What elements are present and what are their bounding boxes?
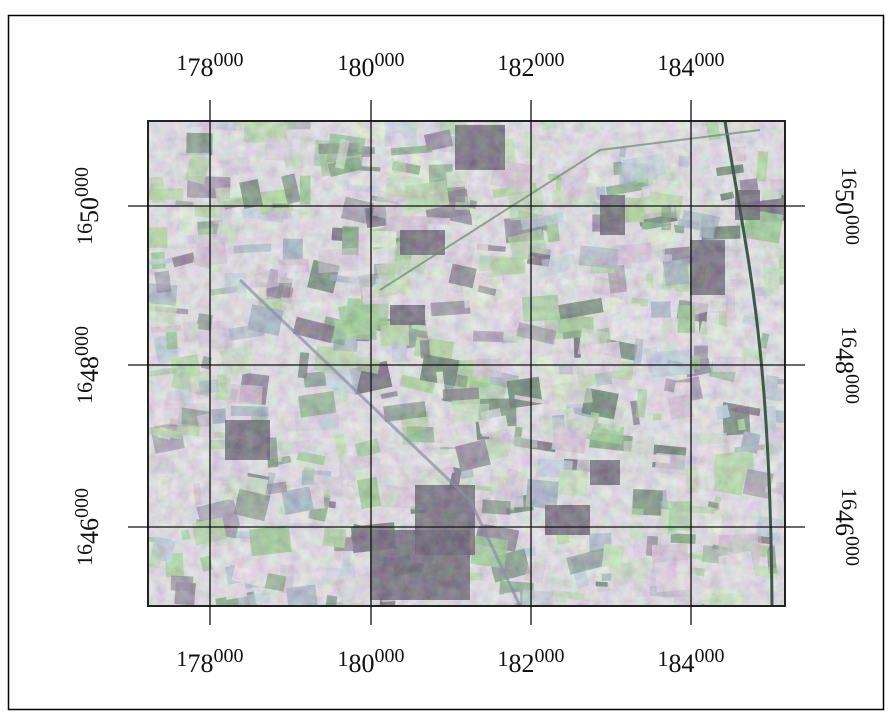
label-prefix: 1	[338, 50, 349, 75]
label-suffix: 000	[841, 374, 863, 404]
map-figure: 1780001780001800001800001820001820001840…	[0, 0, 892, 718]
label-prefix: 1	[338, 646, 349, 671]
image-patch	[787, 353, 816, 368]
label-suffix: 000	[71, 488, 93, 518]
image-patch	[611, 643, 624, 658]
label-main: 80	[349, 649, 375, 678]
label-prefix: 1	[658, 50, 669, 75]
label-main: 50	[75, 197, 104, 223]
image-patch	[92, 482, 120, 514]
coordinate-label: 1650000	[830, 167, 863, 245]
label-prefix: 16	[72, 382, 97, 404]
label-suffix: 000	[841, 215, 863, 245]
label-prefix: 1	[498, 50, 509, 75]
label-prefix: 1	[498, 646, 509, 671]
label-main: 84	[669, 53, 695, 82]
image-patch	[291, 102, 309, 114]
image-patch	[290, 92, 313, 118]
label-suffix: 000	[535, 49, 565, 71]
label-suffix: 000	[695, 645, 725, 667]
coordinate-label: 184000	[658, 49, 725, 82]
image-patch	[280, 75, 295, 95]
label-suffix: 000	[71, 326, 93, 356]
image-patch	[549, 95, 566, 112]
label-prefix: 16	[837, 488, 862, 510]
label-main: 78	[188, 53, 214, 82]
label-prefix: 1	[177, 50, 188, 75]
image-patch	[183, 624, 212, 638]
label-main: 80	[349, 53, 375, 82]
image-patch	[174, 608, 187, 626]
coordinate-label: 1650000	[71, 167, 104, 245]
label-prefix: 1	[658, 646, 669, 671]
label-main: 82	[509, 53, 535, 82]
label-main: 84	[669, 649, 695, 678]
image-texture	[148, 121, 785, 606]
image-patch	[720, 63, 765, 91]
image-patch	[645, 611, 660, 635]
image-patch	[372, 615, 420, 648]
label-prefix: 1	[177, 646, 188, 671]
label-suffix: 000	[841, 536, 863, 566]
label-prefix: 16	[72, 223, 97, 245]
coordinate-label: 1646000	[830, 488, 863, 566]
image-patch	[709, 92, 742, 106]
label-suffix: 000	[71, 167, 93, 197]
image-patch	[484, 611, 500, 627]
label-main: 82	[509, 649, 535, 678]
label-main: 48	[75, 356, 104, 382]
image-patch	[269, 105, 307, 122]
image-patch	[264, 611, 277, 629]
image-patch	[706, 110, 739, 121]
coordinate-label: 180000	[338, 49, 405, 82]
label-prefix: 16	[72, 544, 97, 566]
label-suffix: 000	[375, 645, 405, 667]
image-patch	[804, 470, 821, 489]
label-main: 46	[830, 510, 859, 536]
image-patch	[383, 103, 420, 122]
image-patch	[798, 434, 833, 466]
image-patch	[789, 140, 800, 151]
image-patch	[249, 661, 262, 676]
image-patch	[798, 170, 809, 192]
coordinate-label: 182000	[498, 49, 565, 82]
image-patch	[792, 286, 808, 295]
coordinate-label: 1648000	[830, 326, 863, 404]
image-patch	[106, 234, 133, 264]
label-main: 46	[75, 518, 104, 544]
coordinate-label: 1646000	[71, 488, 104, 566]
image-patch	[786, 432, 828, 455]
image-patch	[584, 640, 619, 668]
image-patch	[635, 622, 663, 644]
image-patch	[427, 612, 464, 647]
label-prefix: 16	[837, 326, 862, 348]
coordinate-label: 180000	[338, 645, 405, 678]
coordinate-label: 178000	[177, 49, 244, 82]
coordinate-label: 178000	[177, 645, 244, 678]
coordinate-label: 184000	[658, 645, 725, 678]
label-suffix: 000	[535, 645, 565, 667]
image-patch	[458, 605, 475, 623]
label-suffix: 000	[214, 645, 244, 667]
label-suffix: 000	[695, 49, 725, 71]
label-main: 48	[830, 348, 859, 374]
coordinate-label: 1648000	[71, 326, 104, 404]
label-prefix: 16	[837, 167, 862, 189]
label-main: 50	[830, 189, 859, 215]
satellite-image	[92, 63, 857, 676]
image-patch	[816, 468, 858, 480]
label-main: 78	[188, 649, 214, 678]
label-suffix: 000	[375, 49, 405, 71]
image-patch	[813, 480, 824, 495]
image-patch	[784, 303, 808, 311]
image-patch	[303, 622, 341, 647]
coordinate-label: 182000	[498, 645, 565, 678]
image-patch	[699, 630, 708, 638]
image-patch	[795, 272, 804, 288]
image-patch	[697, 604, 728, 635]
label-suffix: 000	[214, 49, 244, 71]
